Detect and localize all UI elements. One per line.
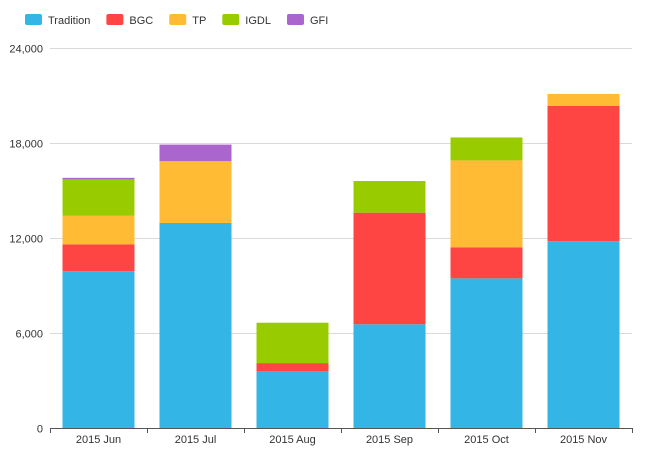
bar-stack-2015-aug bbox=[256, 322, 329, 428]
x-tick-label: 2015 Jul bbox=[175, 434, 217, 446]
x-tick-label: 2015 Nov bbox=[560, 434, 608, 446]
y-tick-label: 12,000 bbox=[9, 234, 43, 246]
bar-igdl-2015-sep[interactable] bbox=[353, 181, 426, 213]
y-tick-label: 0 bbox=[37, 424, 43, 436]
x-tick-label: 2015 Sep bbox=[366, 434, 413, 446]
bar-bgc-2015-aug[interactable] bbox=[256, 363, 329, 371]
legend-label: BGC bbox=[129, 15, 153, 27]
bar-stack-2015-sep bbox=[353, 181, 426, 428]
legend-item-bgc[interactable]: BGC bbox=[106, 14, 153, 27]
y-gridlines bbox=[50, 48, 632, 334]
y-tick-label: 24,000 bbox=[9, 44, 43, 56]
y-axis: 0 6,000 12,000 18,000 24,000 bbox=[9, 44, 43, 436]
legend-item-igdl[interactable]: IGDL bbox=[222, 14, 271, 27]
legend-item-gfi[interactable]: GFI bbox=[286, 14, 328, 27]
bar-tradition-2015-aug[interactable] bbox=[256, 371, 329, 428]
bar-igdl-2015-jun[interactable] bbox=[62, 179, 135, 216]
legend-swatch bbox=[222, 14, 240, 25]
bar-gfi-2015-jul[interactable] bbox=[159, 144, 232, 162]
legend-item-tradition[interactable]: Tradition bbox=[25, 14, 90, 27]
x-axis: 2015 Jun 2015 Jul 2015 Aug 2015 Sep 2015 Oct… bbox=[50, 428, 633, 446]
bar-stack-2015-nov bbox=[547, 93, 620, 428]
bar-tradition-2015-jul[interactable] bbox=[159, 222, 232, 428]
bar-tp-2015-jul[interactable] bbox=[159, 161, 232, 223]
legend-label: IGDL bbox=[245, 15, 271, 27]
legend-label: GFI bbox=[310, 15, 328, 27]
bar-igdl-2015-aug[interactable] bbox=[256, 322, 329, 364]
legend-swatch bbox=[169, 14, 187, 25]
bar-tradition-2015-jun[interactable] bbox=[62, 271, 135, 428]
chart-legend: Tradition BGC TP IGDL GFI bbox=[25, 14, 328, 27]
bar-tradition-2015-oct[interactable] bbox=[450, 278, 523, 428]
legend-swatch bbox=[286, 14, 304, 25]
bar-gfi-2015-jun[interactable] bbox=[62, 177, 135, 180]
legend-swatch bbox=[106, 14, 124, 25]
legend-swatch bbox=[25, 14, 42, 25]
y-tick-label: 18,000 bbox=[9, 139, 43, 151]
legend-label: TP bbox=[192, 15, 206, 27]
legend-label: Tradition bbox=[48, 15, 90, 27]
bar-tp-2015-jun[interactable] bbox=[62, 215, 135, 245]
bar-tradition-2015-nov[interactable] bbox=[547, 241, 620, 428]
x-tick-label: 2015 Jun bbox=[76, 434, 121, 446]
bar-tradition-2015-sep[interactable] bbox=[353, 324, 426, 428]
bar-bgc-2015-nov[interactable] bbox=[547, 105, 620, 242]
bar-tp-2015-nov[interactable] bbox=[547, 93, 620, 106]
bar-igdl-2015-oct[interactable] bbox=[450, 137, 523, 161]
y-tick-label: 6,000 bbox=[15, 329, 43, 341]
bar-bgc-2015-oct[interactable] bbox=[450, 247, 523, 279]
bar-bgc-2015-sep[interactable] bbox=[353, 212, 426, 325]
bar-stack-2015-oct bbox=[450, 137, 523, 428]
bar-series bbox=[62, 93, 620, 428]
x-tick-label: 2015 Aug bbox=[269, 434, 316, 446]
bar-bgc-2015-jun[interactable] bbox=[62, 244, 135, 272]
bar-stack-2015-jun bbox=[62, 177, 135, 428]
legend-item-tp[interactable]: TP bbox=[169, 14, 206, 27]
x-tick-label: 2015 Oct bbox=[464, 434, 509, 446]
bar-stack-2015-jul bbox=[159, 144, 232, 428]
bar-tp-2015-oct[interactable] bbox=[450, 160, 523, 248]
